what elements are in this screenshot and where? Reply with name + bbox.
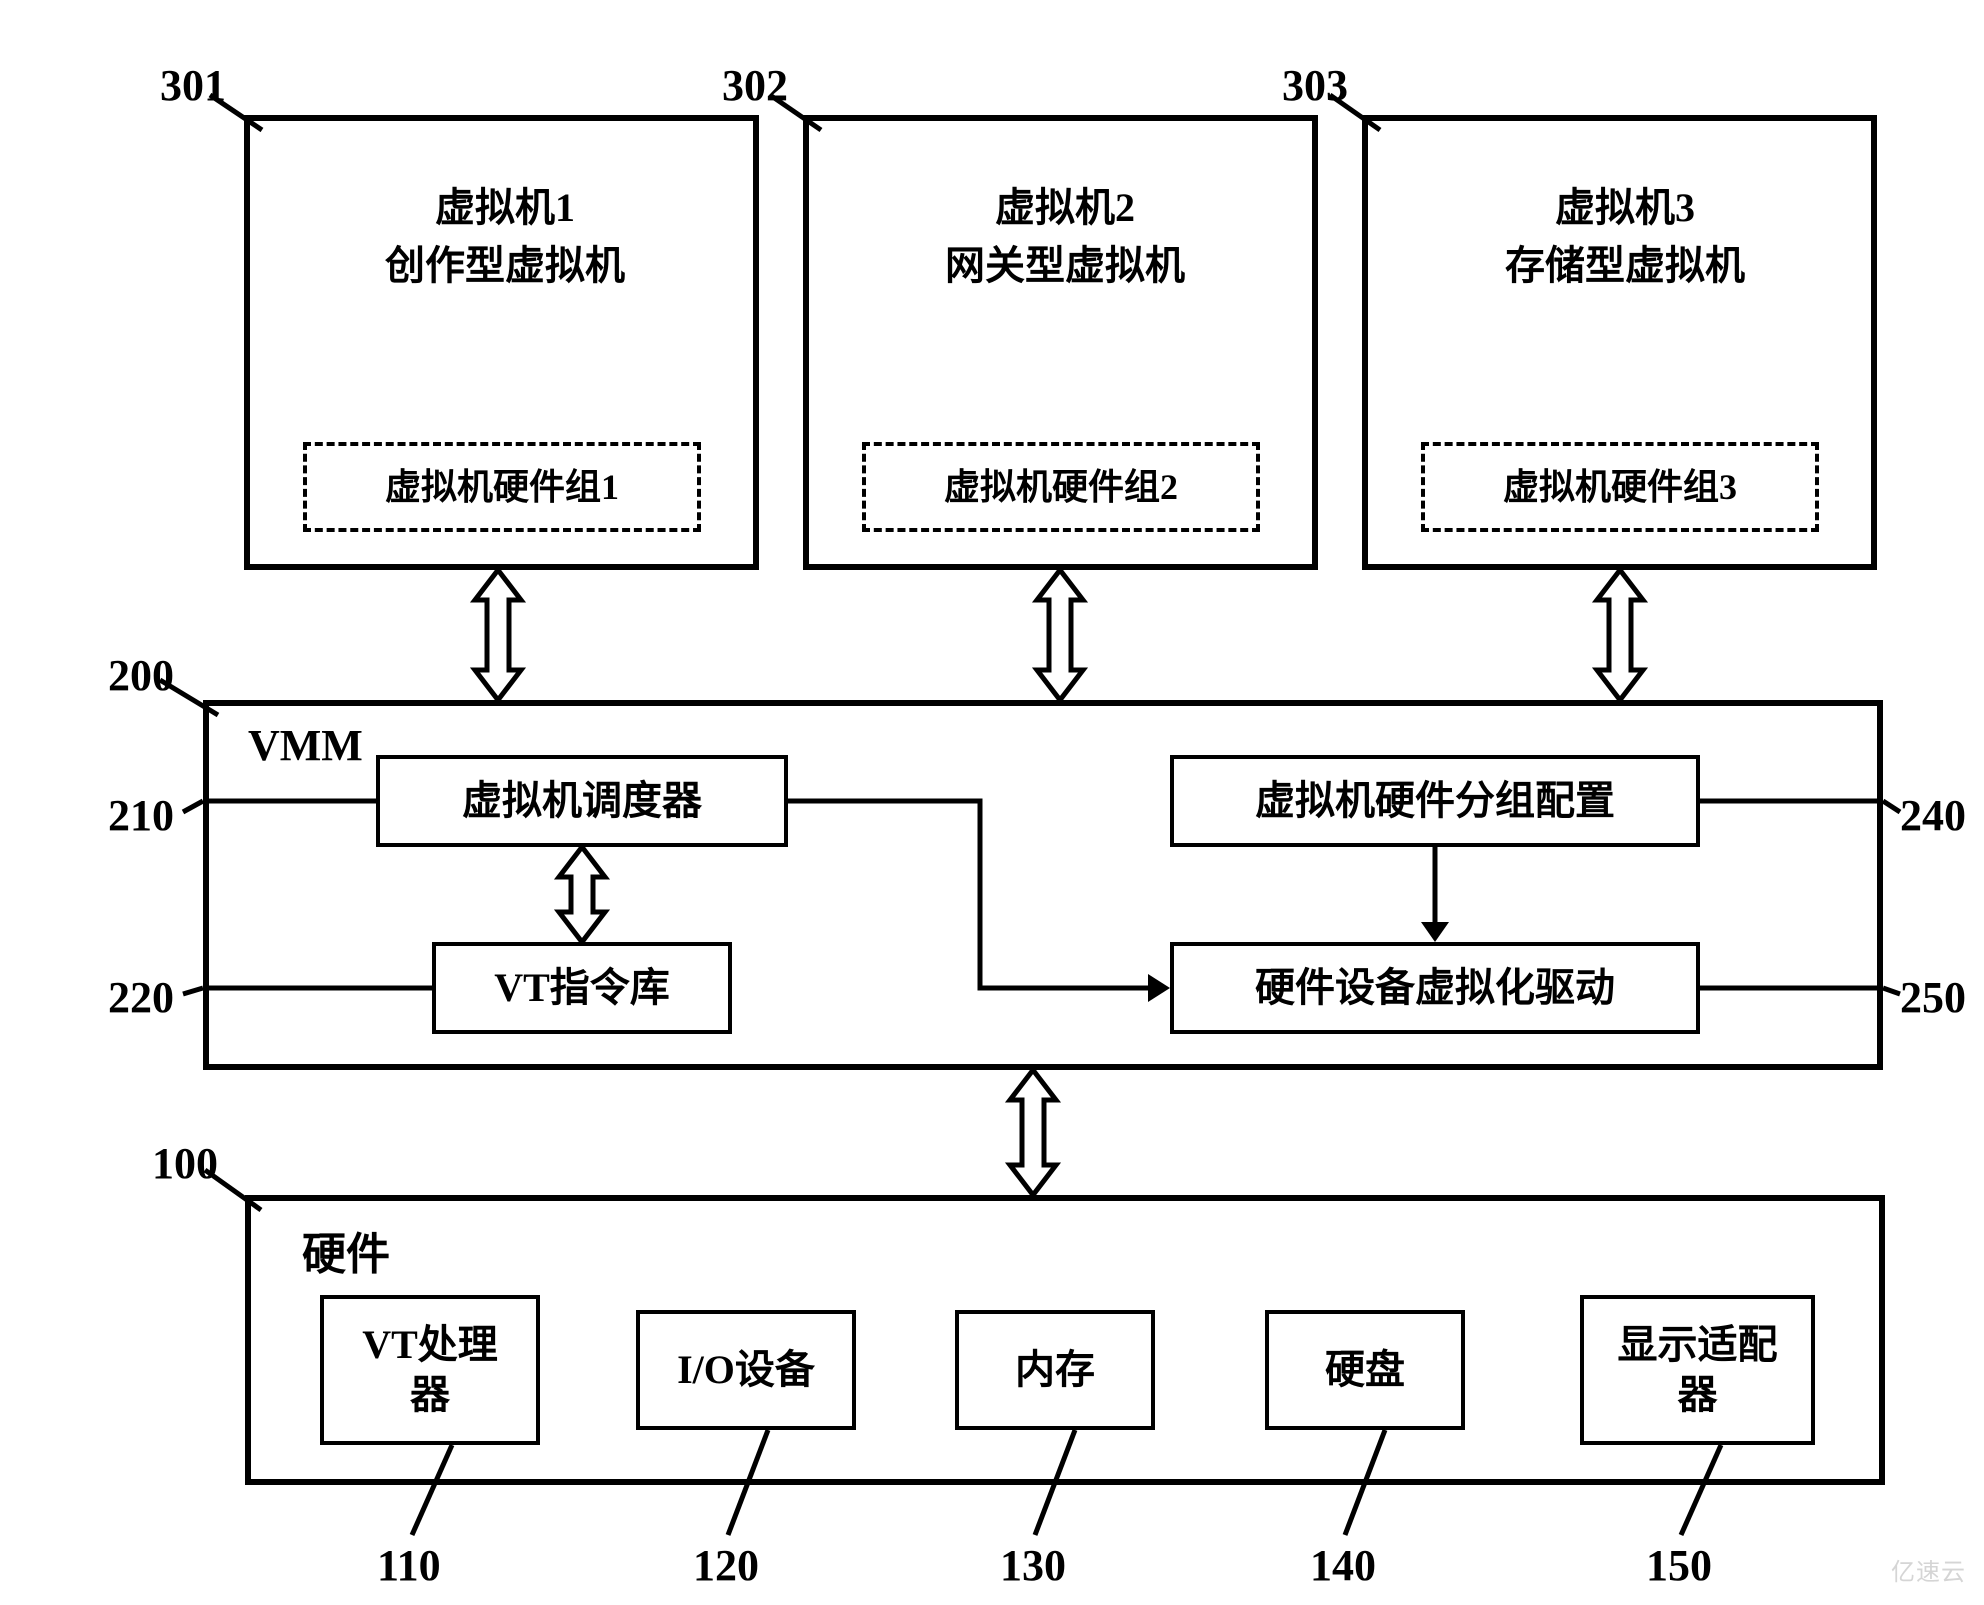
ref-240: 240 [1900, 790, 1966, 841]
ref-303: 303 [1282, 60, 1348, 111]
vm-title-2: 虚拟机2网关型虚拟机 [930, 175, 1200, 291]
vmm-node-vtlib: VT指令库 [432, 942, 732, 1034]
vmm-node-scheduler: 虚拟机调度器 [376, 755, 788, 847]
ref-130: 130 [1000, 1540, 1066, 1591]
ref-110: 110 [377, 1540, 441, 1591]
vm-hwgroup-1: 虚拟机硬件组1 [303, 442, 701, 532]
hw-label: 硬件 [302, 1218, 390, 1282]
vm-title-1: 虚拟机1创作型虚拟机 [370, 175, 640, 291]
ref-150: 150 [1646, 1540, 1712, 1591]
vm-title-line2-2: 网关型虚拟机 [930, 233, 1200, 291]
vmm-label: VMM [248, 720, 363, 771]
vm-title-line1-1: 虚拟机1 [370, 175, 640, 233]
ref-210: 210 [108, 790, 174, 841]
hw-node-140: 硬盘 [1265, 1310, 1465, 1430]
hw-node-130: 内存 [955, 1310, 1155, 1430]
vm-title-3: 虚拟机3存储型虚拟机 [1490, 175, 1760, 291]
vm-title-line2-3: 存储型虚拟机 [1490, 233, 1760, 291]
vm-title-line1-3: 虚拟机3 [1490, 175, 1760, 233]
hw-node-120: I/O设备 [636, 1310, 856, 1430]
vmm-node-hwcfg: 虚拟机硬件分组配置 [1170, 755, 1700, 847]
ref-100: 100 [152, 1138, 218, 1189]
ref-120: 120 [693, 1540, 759, 1591]
vm-title-line2-1: 创作型虚拟机 [370, 233, 640, 291]
vm-hwgroup-3: 虚拟机硬件组3 [1421, 442, 1819, 532]
ref-220: 220 [108, 972, 174, 1023]
ref-140: 140 [1310, 1540, 1376, 1591]
ref-302: 302 [722, 60, 788, 111]
ref-301: 301 [160, 60, 226, 111]
hw-node-150: 显示适配器 [1580, 1295, 1815, 1445]
ref-200: 200 [108, 650, 174, 701]
ref-250: 250 [1900, 972, 1966, 1023]
vm-hwgroup-2: 虚拟机硬件组2 [862, 442, 1260, 532]
hw-node-110: VT处理器 [320, 1295, 540, 1445]
vmm-node-hwdrv: 硬件设备虚拟化驱动 [1170, 942, 1700, 1034]
vm-title-line1-2: 虚拟机2 [930, 175, 1200, 233]
watermark: 亿速云 [1891, 1552, 1966, 1587]
